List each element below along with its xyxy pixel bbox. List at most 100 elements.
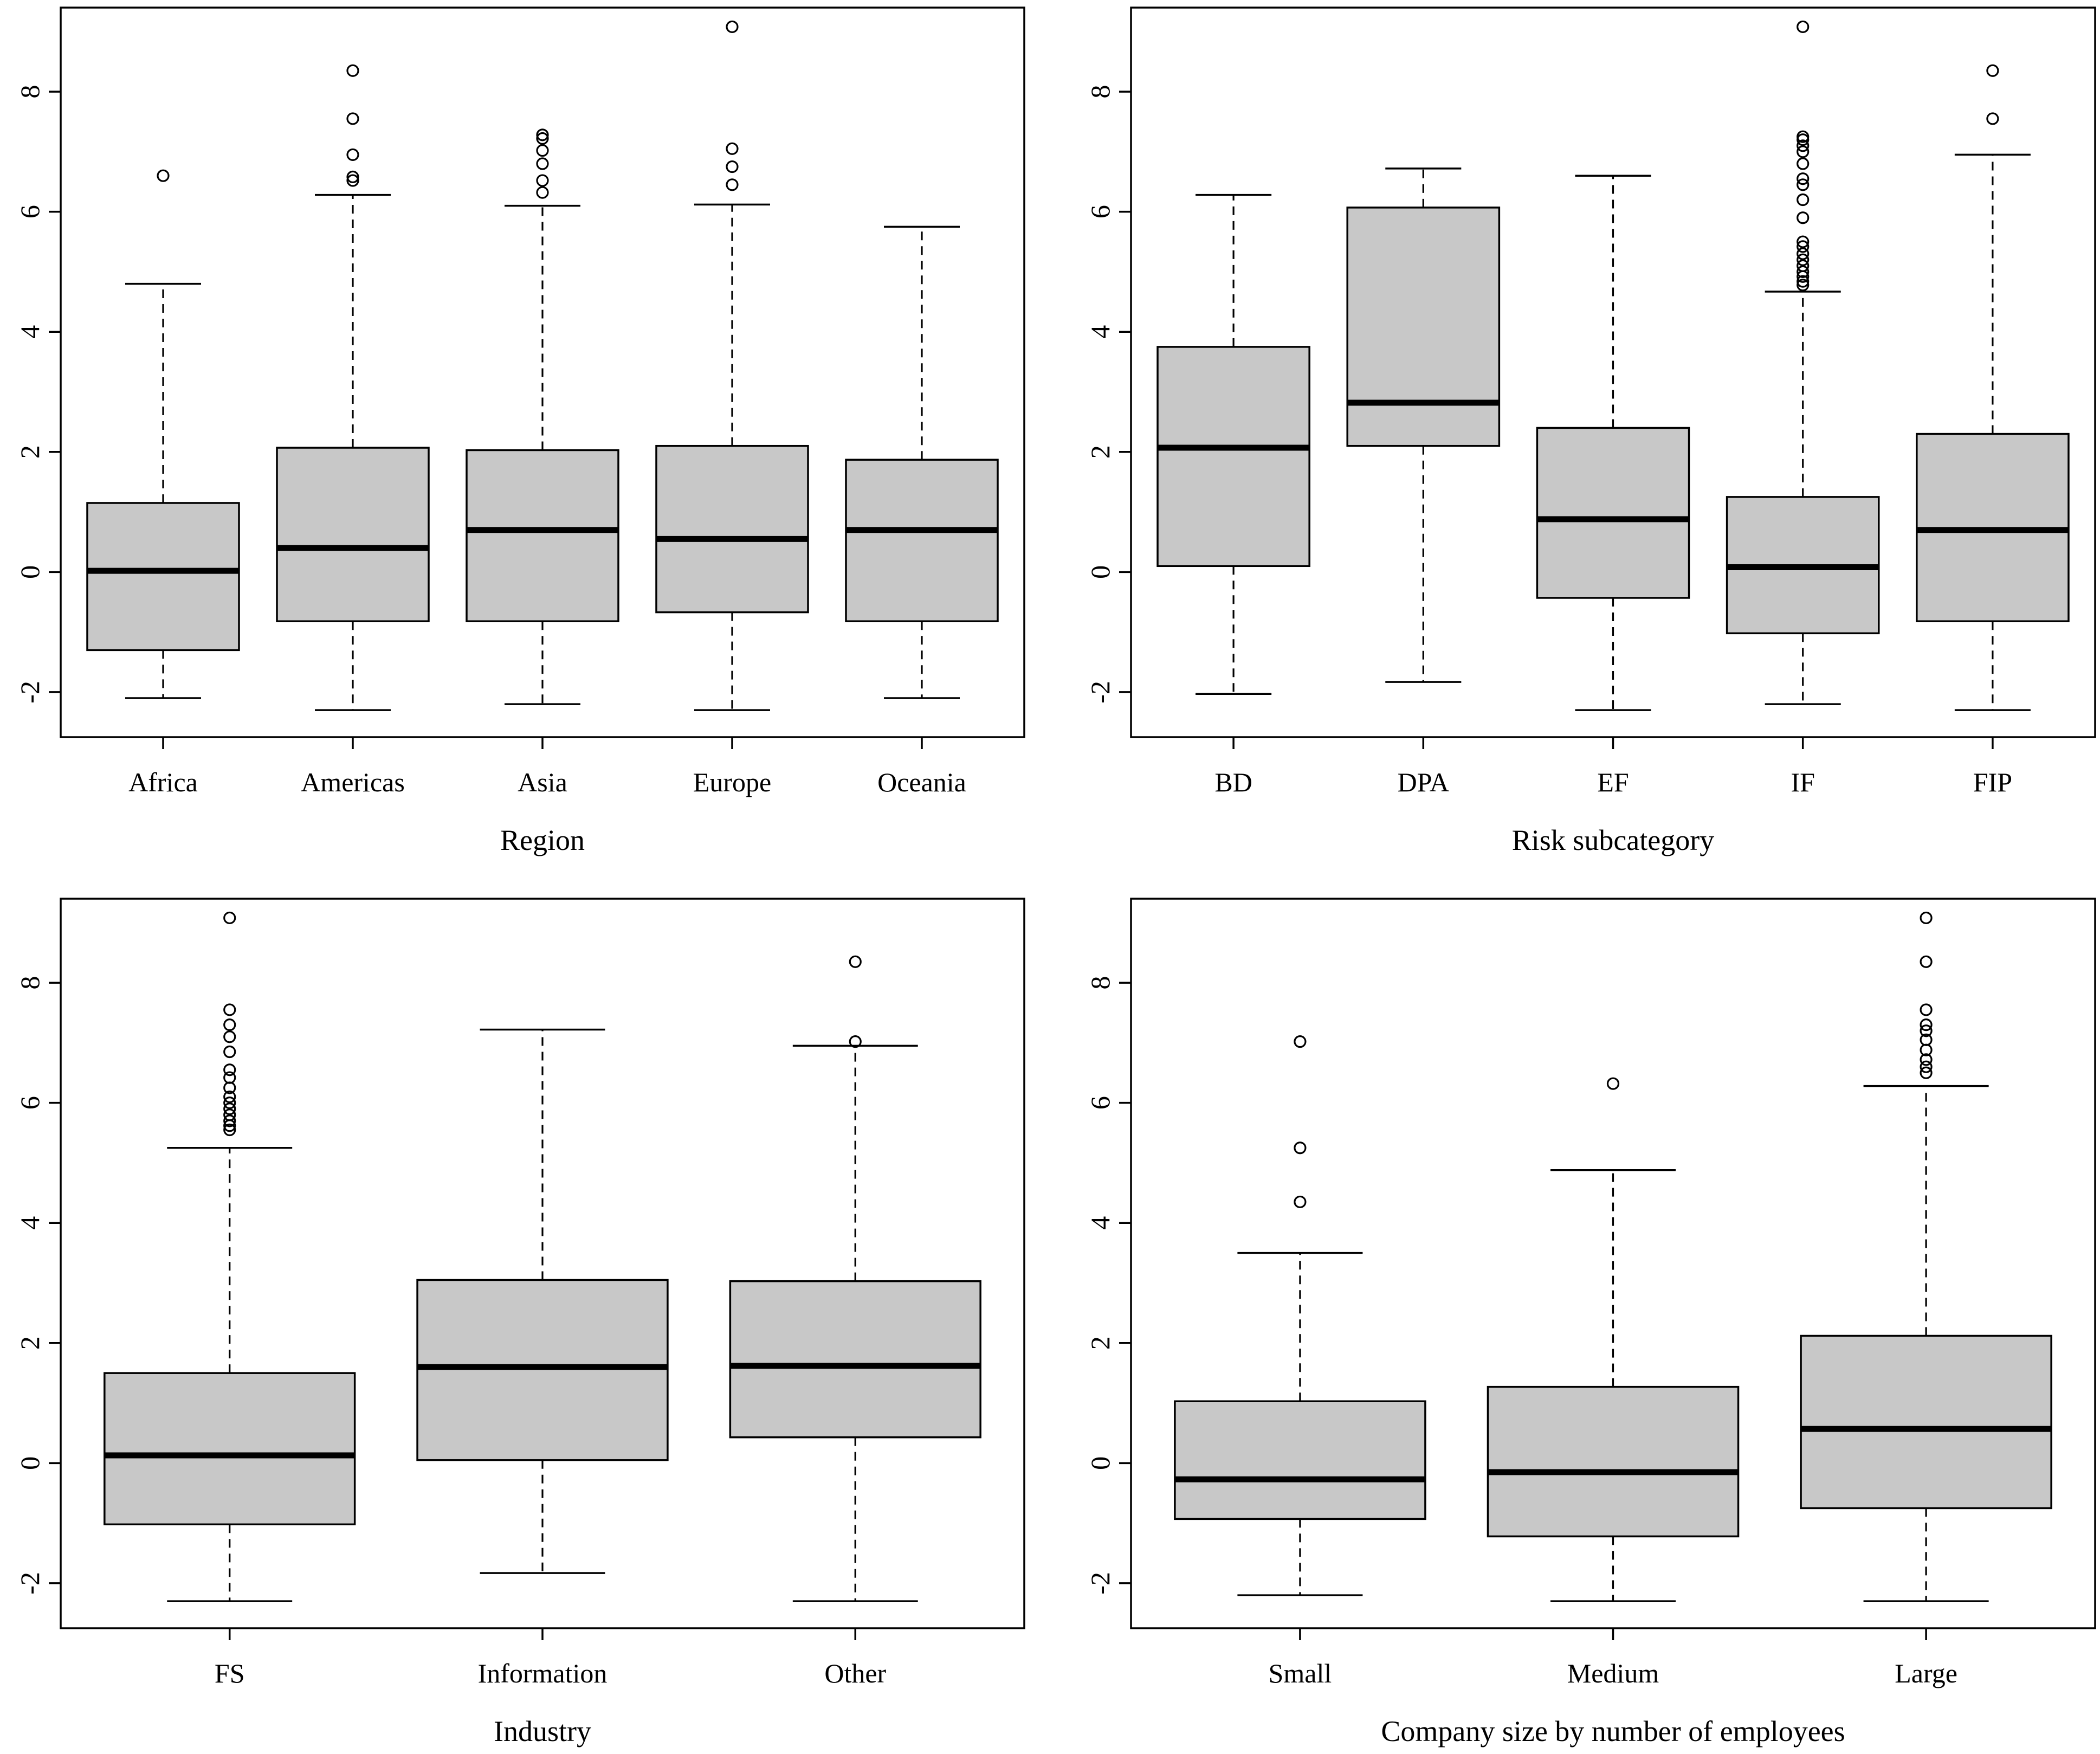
y-tick-label: -2	[1085, 681, 1115, 704]
box-oceania	[846, 227, 998, 698]
x-tick-label: FS	[215, 1658, 245, 1688]
panel-3: -2 0 2 4 6 8 FS Information Other Industry	[15, 899, 1024, 1747]
iqr-box	[1158, 347, 1309, 566]
x-tick-label: IF	[1791, 767, 1814, 797]
iqr-box	[467, 450, 618, 621]
y-tick-label: 6	[1085, 205, 1115, 218]
box-africa	[87, 170, 239, 698]
x-tick-label: DPA	[1398, 767, 1449, 797]
y-tick-label: 4	[1085, 1216, 1115, 1230]
x-axis-title: Company size by number of employees	[1381, 1715, 1845, 1747]
outlier-point	[727, 143, 738, 154]
y-tick-label: 6	[15, 205, 45, 218]
x-tick-label: Americas	[301, 767, 405, 797]
y-tick-label: 0	[1085, 1456, 1115, 1470]
outlier-point	[1987, 113, 1998, 124]
box-asia	[467, 130, 618, 704]
x-tick-label: Large	[1895, 1658, 1957, 1688]
y-tick-label: 2	[1085, 1336, 1115, 1350]
outlier-point	[1295, 1196, 1306, 1207]
outlier-point	[537, 158, 548, 169]
outlier-point	[347, 149, 358, 160]
box-fs	[105, 912, 355, 1601]
box-dpa	[1347, 169, 1499, 682]
x-axis-title: Industry	[494, 1715, 591, 1747]
y-tick-label: 4	[15, 325, 45, 339]
outlier-point	[224, 1031, 235, 1042]
outlier-point	[1608, 1078, 1619, 1089]
y-tick-label: 2	[1085, 445, 1115, 459]
outlier-point	[727, 162, 738, 172]
outlier-point	[850, 956, 861, 967]
outlier-point	[158, 170, 169, 181]
iqr-box	[1175, 1401, 1425, 1519]
box-ef	[1537, 176, 1689, 710]
box-information	[417, 1030, 668, 1574]
outlier-point	[537, 187, 548, 198]
box-medium	[1488, 1078, 1738, 1601]
outlier-point	[224, 1020, 235, 1030]
y-tick-label: -2	[1085, 1572, 1115, 1595]
y-tick-label: 8	[1085, 85, 1115, 99]
outlier-point	[1798, 21, 1808, 32]
x-tick-label: Information	[478, 1658, 608, 1688]
x-tick-label: Africa	[128, 767, 198, 797]
iqr-box	[730, 1281, 980, 1437]
y-tick-label: 8	[15, 976, 45, 990]
x-tick-label: Europe	[693, 767, 771, 797]
outlier-point	[1921, 1004, 1931, 1015]
outlier-point	[347, 65, 358, 76]
y-tick-label: 4	[15, 1216, 45, 1230]
outlier-point	[537, 175, 548, 186]
iqr-box	[105, 1373, 355, 1524]
box-if	[1727, 21, 1879, 704]
panel-2: -2 0 2 4 6 8 BD DPA EF IF FIP Risk subcategory	[1085, 8, 2095, 856]
iqr-box	[656, 446, 808, 612]
outlier-point	[347, 113, 358, 124]
iqr-box	[1537, 428, 1689, 598]
outlier-point	[1798, 195, 1808, 205]
outlier-point	[537, 145, 548, 156]
box-americas	[277, 65, 429, 710]
x-tick-label: Small	[1269, 1658, 1332, 1688]
outlier-point	[727, 21, 738, 32]
box-fip	[1917, 65, 2069, 710]
y-tick-label: -2	[15, 681, 45, 704]
iqr-box	[1488, 1387, 1738, 1537]
outlier-point	[1295, 1036, 1306, 1047]
x-tick-label: Medium	[1567, 1658, 1659, 1688]
box-europe	[656, 21, 808, 710]
panel-1: -2 0 2 4 6 8 Africa Americas Asia Europe Oceania Re…	[15, 8, 1024, 856]
x-tick-label: FIP	[1973, 767, 2012, 797]
y-tick-label: 0	[15, 1456, 45, 1470]
outlier-point	[1921, 956, 1931, 967]
panel-4: -2 0 2 4 6 8 Small Medium Large Company size by n…	[1085, 899, 2095, 1747]
x-tick-label: EF	[1597, 767, 1629, 797]
y-tick-label: 0	[15, 565, 45, 579]
outlier-point	[727, 179, 738, 190]
y-tick-label: 0	[1085, 565, 1115, 579]
y-tick-label: -2	[15, 1572, 45, 1595]
y-tick-label: 8	[15, 85, 45, 99]
outlier-point	[1987, 65, 1998, 76]
iqr-box	[417, 1280, 668, 1460]
y-tick-label: 8	[1085, 976, 1115, 990]
outlier-point	[224, 912, 235, 923]
iqr-box	[277, 448, 429, 621]
x-tick-label: Asia	[518, 767, 567, 797]
iqr-box	[846, 460, 998, 621]
x-axis-title: Region	[500, 824, 585, 856]
outlier-point	[224, 1065, 235, 1075]
x-tick-label: BD	[1214, 767, 1252, 797]
iqr-box	[87, 503, 239, 650]
box-small	[1175, 1036, 1425, 1595]
x-tick-label: Other	[824, 1658, 886, 1688]
x-axis-title: Risk subcategory	[1512, 824, 1714, 856]
outlier-point	[224, 1004, 235, 1015]
y-tick-label: 2	[15, 1336, 45, 1350]
box-bd	[1158, 195, 1309, 694]
y-tick-label: 6	[15, 1096, 45, 1110]
x-tick-label: Oceania	[877, 767, 966, 797]
y-tick-label: 2	[15, 445, 45, 459]
boxplot-figure: -2 0 2 4 6 8 Africa Americas Asia Europe Oceania Re…	[0, 0, 2100, 1754]
